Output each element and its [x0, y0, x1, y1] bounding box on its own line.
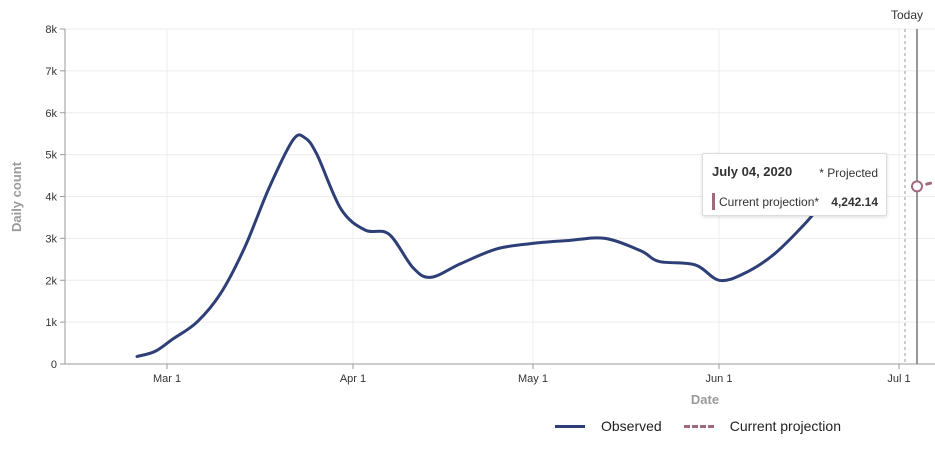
legend-item-current-projection[interactable]: Current projection [683, 418, 841, 434]
series-lines [135, 133, 935, 358]
x-tick-label: Jul 1 [887, 373, 910, 385]
x-tick-label: Apr 1 [340, 373, 366, 385]
y-tick-label: 3k [45, 233, 57, 245]
tooltip-date: July 04, 2020 [712, 164, 793, 179]
projection-point [911, 180, 923, 193]
x-tick-label: May 1 [518, 373, 548, 385]
y-tick-label: 8k [45, 24, 57, 36]
y-tick-label: 2k [45, 275, 57, 287]
x-tick-label: Mar 1 [153, 373, 181, 385]
legend-item-observed[interactable]: Observed [555, 418, 662, 434]
data-tooltip: July 04, 2020 * Projected Current projec… [702, 153, 887, 216]
y-tick-label: 7k [45, 66, 57, 78]
y-tick-label: 6k [45, 108, 57, 120]
tooltip-projected-note: * Projected [819, 166, 878, 180]
legend-label-observed: Observed [601, 418, 662, 434]
legend-swatch-current-projection [683, 424, 714, 428]
y-axis-title: Daily count [9, 161, 24, 232]
x-tick-label: Jun 1 [706, 373, 733, 385]
tooltip-series-swatch [712, 193, 715, 210]
x-axis-title: Date [691, 392, 719, 407]
legend-label-current-projection: Current projection [729, 418, 841, 434]
series-line-observed [135, 133, 823, 358]
tooltip-value: 4,242.14 [831, 195, 878, 209]
y-tick-label: 1k [45, 317, 57, 329]
tooltip-series-label: Current projection* [719, 195, 820, 209]
today-label: Today [891, 8, 923, 22]
y-tick-label: 0 [51, 359, 57, 371]
chart-legend: Observed Current projection [555, 416, 863, 436]
y-tick-label: 5k [45, 150, 57, 162]
axes: 0 1k 2k 3k 4k 5k 6k 7k 8k Mar 1 Apr 1 May 1 Jun 1 Jul… [45, 24, 935, 385]
grid [65, 28, 935, 364]
y-tick-label: 4k [45, 192, 57, 204]
legend-swatch-observed [555, 424, 585, 428]
today-marker: Today [891, 8, 923, 364]
